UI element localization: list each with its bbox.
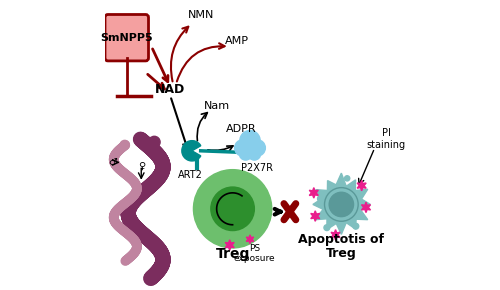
Text: Treg: Treg (216, 247, 250, 261)
Text: AMP: AMP (225, 36, 249, 46)
Polygon shape (246, 235, 254, 244)
Circle shape (344, 176, 350, 181)
Text: P2X7R: P2X7R (241, 163, 273, 173)
Polygon shape (310, 211, 320, 221)
Polygon shape (310, 188, 318, 198)
Circle shape (240, 147, 252, 160)
Text: ART2: ART2 (178, 171, 203, 180)
Polygon shape (331, 230, 340, 240)
Text: SmNPP5: SmNPP5 (100, 33, 153, 43)
Circle shape (248, 147, 260, 160)
Text: PI
staining: PI staining (366, 128, 406, 150)
Text: ♀: ♀ (138, 160, 145, 170)
Polygon shape (225, 240, 234, 250)
FancyBboxPatch shape (105, 14, 148, 61)
Circle shape (318, 195, 324, 202)
Text: ♂: ♂ (108, 157, 116, 167)
Circle shape (324, 225, 330, 231)
Circle shape (249, 140, 266, 156)
Text: NAD: NAD (155, 84, 186, 96)
Wedge shape (182, 141, 201, 161)
Circle shape (148, 136, 160, 148)
Text: NMN: NMN (188, 10, 214, 19)
Circle shape (234, 140, 251, 156)
Text: ADPR: ADPR (226, 124, 256, 134)
Circle shape (211, 187, 254, 231)
Circle shape (120, 140, 130, 150)
Circle shape (240, 130, 260, 151)
Circle shape (329, 192, 353, 217)
Polygon shape (313, 173, 370, 234)
Polygon shape (362, 202, 370, 213)
Text: Apoptotis of
Treg: Apoptotis of Treg (298, 233, 384, 260)
Text: PS
exposure: PS exposure (234, 244, 275, 263)
Polygon shape (357, 180, 366, 191)
Text: Nam: Nam (204, 101, 230, 111)
Circle shape (353, 223, 359, 229)
Circle shape (194, 170, 272, 248)
